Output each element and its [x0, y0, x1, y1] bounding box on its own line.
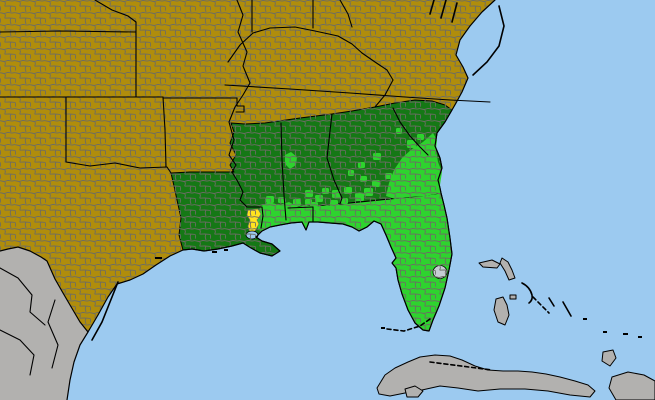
mexico-state-borders	[0, 267, 89, 400]
state-border-line	[361, 52, 394, 81]
island-hispaniola	[608, 371, 655, 400]
state-border-line	[162, 96, 167, 168]
state-border-line	[287, 206, 314, 209]
chesapeake-inlet	[451, 2, 458, 23]
state-border-line	[228, 0, 251, 173]
small-island	[155, 257, 162, 259]
island-chains	[91, 0, 572, 371]
padre-island	[91, 281, 119, 341]
coastline	[0, 0, 496, 333]
small-island	[603, 331, 607, 333]
island-andros	[493, 296, 510, 326]
small-islands	[155, 249, 642, 338]
state-borders	[0, 0, 491, 229]
chesapeake-inlet	[440, 0, 447, 19]
exuma-cays	[532, 296, 550, 314]
island-long	[562, 301, 572, 317]
small-island	[212, 251, 217, 253]
island-eleuthera	[521, 282, 533, 304]
island-new-providence	[509, 294, 517, 300]
island-cat	[548, 297, 555, 307]
state-border-line	[326, 113, 343, 205]
foreign-islands	[376, 257, 655, 400]
state-border-line	[231, 171, 248, 208]
small-island	[583, 318, 587, 320]
island-cuba	[376, 354, 596, 398]
state-border-line	[280, 122, 287, 221]
outer-banks	[472, 5, 505, 76]
state-border-line	[94, 0, 137, 23]
state-border-line	[227, 26, 363, 63]
state-border-line	[65, 161, 172, 174]
florida-keys	[386, 318, 431, 332]
state-border-line	[339, 0, 353, 28]
small-island	[638, 336, 642, 338]
island-abaco	[499, 257, 516, 281]
island-isla-juventud	[404, 385, 424, 398]
small-island	[224, 249, 228, 251]
state-border-line	[392, 107, 429, 156]
state-border-line	[374, 79, 394, 108]
chesapeake-inlet	[429, 0, 435, 15]
cuba-north-cays	[429, 361, 493, 371]
island-grand-bahama	[478, 259, 501, 269]
state-border-line	[224, 84, 491, 103]
state-border-line	[0, 30, 137, 33]
state-border-line	[246, 206, 264, 229]
small-island	[381, 327, 385, 329]
island-bahamas-south	[601, 349, 617, 367]
small-island	[623, 333, 628, 335]
